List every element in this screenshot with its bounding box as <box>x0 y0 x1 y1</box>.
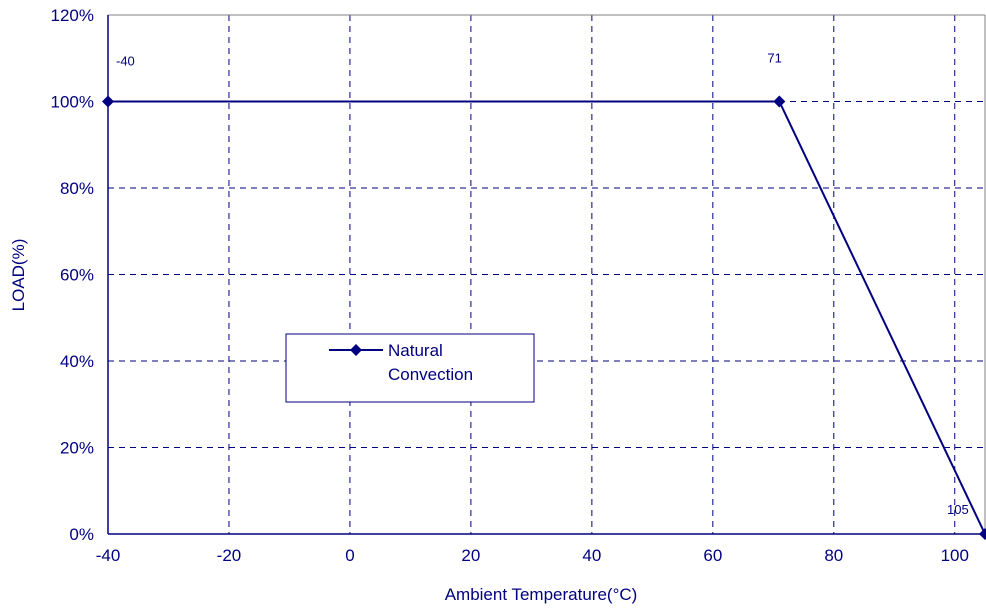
y-tick-label: 60% <box>60 266 94 285</box>
tick-label-layer: -40 -20 0 20 40 60 80 100 0% 20% 40% 60% 80% 100% 120% <box>51 6 969 565</box>
x-tick-label: 80 <box>824 546 843 565</box>
x-tick-label: -20 <box>217 546 242 565</box>
x-tick-label: 0 <box>345 546 354 565</box>
data-label: 105 <box>947 502 969 517</box>
data-point-marker <box>102 95 114 108</box>
x-axis-title: Ambient Temperature(°C) <box>445 585 638 604</box>
legend: Natural Convection <box>285 333 535 403</box>
grid-layer <box>107 14 986 535</box>
x-tick-label: -40 <box>96 546 121 565</box>
x-tick-label: 60 <box>703 546 722 565</box>
legend-box <box>285 333 535 403</box>
annotation-layer: -40 71 105 <box>116 51 969 518</box>
legend-label: Convection <box>388 365 473 384</box>
legend-marker-swatch <box>350 344 362 356</box>
y-axis-title: LOAD(%) <box>9 239 28 312</box>
y-tick-label: 40% <box>60 352 94 371</box>
x-tick-label: 100 <box>941 546 969 565</box>
x-tick-label: 40 <box>582 546 601 565</box>
x-tick-label: 20 <box>461 546 480 565</box>
y-tick-label: 80% <box>60 179 94 198</box>
data-label: 71 <box>767 51 781 66</box>
y-tick-label: 20% <box>60 439 94 458</box>
series-line <box>108 100 986 535</box>
series-layer <box>102 95 986 540</box>
y-tick-label: 120% <box>51 6 94 25</box>
y-tick-label: 0% <box>69 525 94 544</box>
y-tick-label: 100% <box>51 93 94 112</box>
legend-label: Natural <box>388 341 443 360</box>
data-point-marker <box>773 95 786 108</box>
data-label: -40 <box>116 54 135 69</box>
data-point-marker <box>979 528 986 540</box>
